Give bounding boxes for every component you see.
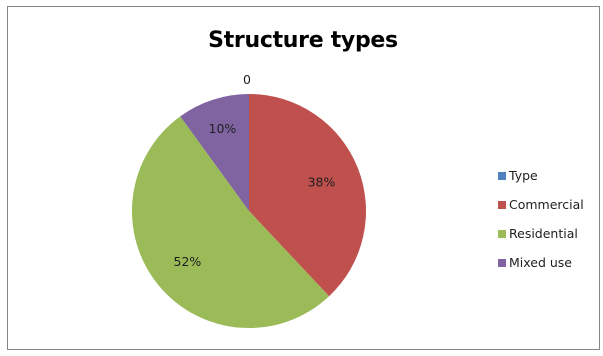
chart-title: Structure types [208, 28, 398, 53]
legend-item-residential: Residential [498, 219, 584, 248]
pie-slice-mixed-use [180, 94, 249, 211]
legend-swatch-residential [498, 229, 506, 238]
legend-item-commercial: Commercial [498, 190, 584, 219]
legend-item-type: Type [498, 161, 584, 190]
legend-label-type: Type [509, 168, 538, 183]
legend-label-residential: Residential [509, 226, 578, 241]
chart-area: Structure types 0 38% 52% 10% Type Commerci… [7, 6, 600, 350]
data-label-type: 0 [243, 72, 251, 87]
data-label-mixed-use: 10% [209, 121, 237, 136]
pie-slice-residential [131, 116, 330, 329]
legend-swatch-commercial [498, 200, 506, 209]
legend-label-mixed-use: Mixed use [509, 255, 572, 270]
pie-chart: 0 38% 52% 10% [131, 72, 366, 329]
legend-item-mixed-use: Mixed use [498, 248, 584, 277]
data-label-residential: 52% [174, 254, 202, 269]
legend-swatch-type [498, 171, 506, 180]
legend-label-commercial: Commercial [509, 197, 584, 212]
pie-slices [131, 94, 366, 329]
legend-swatch-mixed-use [498, 258, 506, 267]
chart-legend: Type Commercial Residential Mixed use [498, 161, 584, 277]
data-label-commercial: 38% [308, 174, 336, 189]
pie-data-labels: 0 38% 52% 10% [174, 72, 336, 269]
pie-slice-commercial [249, 94, 366, 297]
